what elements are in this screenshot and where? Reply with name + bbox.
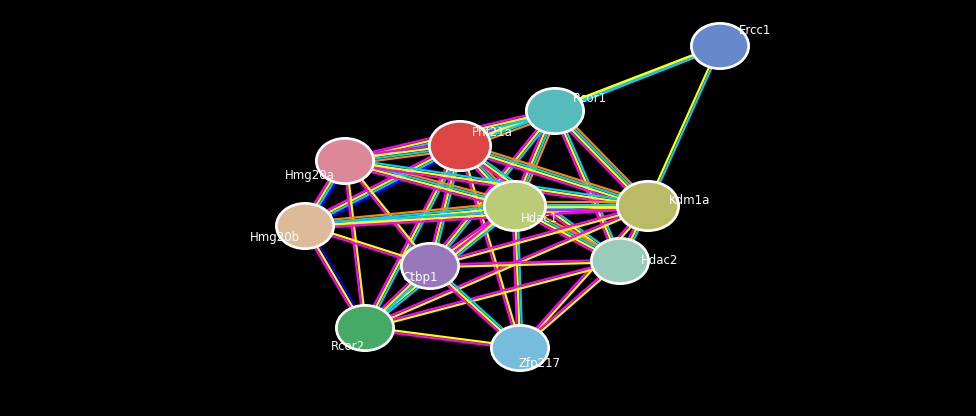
Ellipse shape xyxy=(428,120,492,172)
Ellipse shape xyxy=(317,139,373,183)
Ellipse shape xyxy=(275,202,335,250)
Ellipse shape xyxy=(430,122,490,170)
Ellipse shape xyxy=(402,244,458,288)
Ellipse shape xyxy=(335,304,395,352)
Text: Rcor2: Rcor2 xyxy=(331,339,365,352)
Ellipse shape xyxy=(485,182,545,230)
Text: Phf21a: Phf21a xyxy=(471,126,512,139)
Text: Kdm1a: Kdm1a xyxy=(670,195,711,208)
Ellipse shape xyxy=(616,180,680,232)
Ellipse shape xyxy=(592,239,648,283)
Text: Ctbp1: Ctbp1 xyxy=(402,272,438,285)
Text: Hmg20a: Hmg20a xyxy=(285,169,335,183)
Ellipse shape xyxy=(492,326,548,370)
Ellipse shape xyxy=(277,204,333,248)
Ellipse shape xyxy=(618,182,678,230)
Ellipse shape xyxy=(337,306,393,350)
Text: Rcor1: Rcor1 xyxy=(573,92,607,104)
Ellipse shape xyxy=(490,324,550,372)
Ellipse shape xyxy=(692,24,748,68)
Ellipse shape xyxy=(483,180,547,232)
Text: Ercc1: Ercc1 xyxy=(739,25,771,37)
Text: Hdac1: Hdac1 xyxy=(521,211,558,225)
Ellipse shape xyxy=(525,87,585,135)
Ellipse shape xyxy=(690,22,750,70)
Ellipse shape xyxy=(315,137,375,185)
Text: Hmg20b: Hmg20b xyxy=(250,231,300,245)
Text: Hdac2: Hdac2 xyxy=(641,255,678,267)
Ellipse shape xyxy=(527,89,583,133)
Ellipse shape xyxy=(590,237,650,285)
Text: Zfp217: Zfp217 xyxy=(519,357,561,371)
Ellipse shape xyxy=(400,242,460,290)
